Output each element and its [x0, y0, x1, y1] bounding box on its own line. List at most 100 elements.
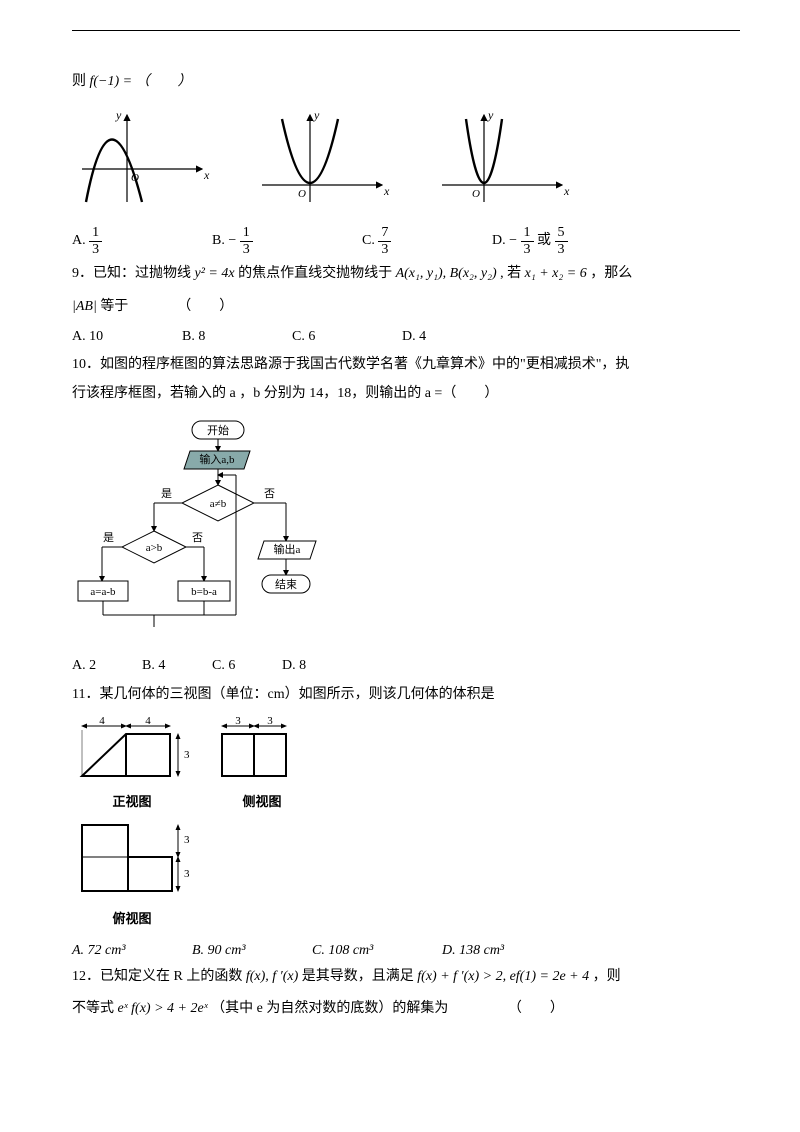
q8-D-sign: − [509, 234, 517, 249]
q10-optD: D. 8 [282, 655, 306, 677]
q11-text: 11．某几何体的三视图（单位：cm）如图所示，则该几何体的体积是 [72, 684, 740, 706]
q8-optC: C. 73 [362, 225, 492, 257]
q9-pts: A(x₁, y₁), B(x₂, y₂) [396, 266, 497, 281]
q9-para: y² = 4x [195, 266, 235, 281]
q8-A-num: 1 [89, 225, 102, 241]
q10-optB: B. 4 [142, 655, 212, 677]
q8-graph-1: x y O [72, 107, 212, 207]
q10-optC: C. 6 [212, 655, 282, 677]
q11-side-view: 3 3 [212, 716, 312, 788]
svg-text:y: y [487, 108, 494, 122]
q11-optA: A. 72 cm³ [72, 943, 126, 958]
q12-l2b: （其中 e 为自然对数的底数）的解集为 （ ） [211, 1001, 564, 1016]
q8-optD: D. − 13 或 53 [492, 225, 568, 257]
svg-text:x: x [563, 184, 570, 198]
q11-optB: B. 90 cm³ [192, 943, 246, 958]
q10-line2: 行该程序框图，若输入的 a ，b 分别为 14，18，则输出的 a =（ ） [72, 383, 740, 405]
flow-output: 输出a [274, 542, 301, 556]
q8-optC-label: C. [362, 234, 375, 249]
q9-cond: x₁ + x₂ = 6 [525, 266, 587, 281]
q10-options: A. 2 B. 4 C. 6 D. 8 [72, 655, 740, 677]
q9-line2: |AB| 等于 （ ） [72, 296, 740, 318]
flow-start: 开始 [207, 423, 229, 437]
q9-line1: 9．已知：过抛物线 y² = 4x 的焦点作直线交抛物线于 A(x₁, y₁),… [72, 263, 740, 285]
dim-t3b: 3 [184, 868, 190, 880]
flow-no-2: 否 [192, 532, 203, 544]
q11-front-view: 4 4 3 [72, 716, 192, 788]
q9-l2b: 等于 （ ） [100, 299, 233, 314]
q11-views: 4 4 3 正视图 3 3 [72, 716, 740, 930]
q12-t1: ，则 [593, 969, 621, 984]
q9-optA: A. 10 [72, 326, 182, 348]
q8-D-n2: 5 [555, 225, 568, 241]
q9-m1: 的焦点作直线交抛物线于 [238, 266, 396, 281]
q8-B-den: 3 [240, 242, 253, 257]
q12-line1: 12．已知定义在 R 上的函数 f(x), f ′(x) 是其导数，且满足 f(… [72, 966, 740, 988]
q8-A-den: 3 [89, 242, 102, 257]
q8-C-den: 3 [378, 242, 391, 257]
q9-optC: C. 6 [292, 326, 402, 348]
flow-no-1: 否 [264, 488, 275, 500]
q8-optA-label: A. [72, 234, 86, 249]
q9-m2: , 若 [500, 266, 525, 281]
flow-cond2: a>b [146, 542, 163, 554]
q8-optA: A. 13 [72, 225, 212, 257]
flow-box-b: b=b-a [191, 586, 217, 598]
q12-fns: f(x), f ′(x) [246, 969, 298, 984]
q12-cond1: f(x) + f ′(x) > 2, ef(1) = 2e + 4 [417, 969, 589, 984]
q8-C-num: 7 [378, 225, 391, 241]
q9-optD: D. 4 [402, 326, 426, 348]
q8-prefix: 则 [72, 74, 90, 89]
q12-m1: 是其导数，且满足 [302, 969, 418, 984]
q8-D-d1: 3 [521, 242, 534, 257]
svg-text:x: x [203, 168, 210, 182]
q12-ineq: eˣ f(x) > 4 + 2eˣ [118, 1001, 208, 1016]
q11-optC: C. 108 cm³ [312, 943, 373, 958]
q8-D-n1: 1 [521, 225, 534, 241]
svg-text:O: O [472, 188, 480, 200]
label-front: 正视图 [72, 792, 192, 813]
q8-optD-label: D. [492, 234, 506, 249]
q11-optD: D. 138 cm³ [442, 943, 504, 958]
dim-3a: 3 [235, 716, 241, 727]
q9-m3: ，那么 [590, 266, 632, 281]
q8-B-num: 1 [240, 225, 253, 241]
page-top-rule [72, 30, 740, 31]
q10-optA: A. 2 [72, 655, 142, 677]
svg-text:x: x [383, 184, 390, 198]
q8-graphs: x y O x y O x y O [72, 107, 740, 207]
flow-yes-2: 是 [103, 531, 114, 544]
q11-options: A. 72 cm³ B. 90 cm³ C. 108 cm³ D. 138 cm… [72, 940, 740, 962]
flow-yes-1: 是 [161, 487, 172, 500]
flow-end: 结束 [275, 578, 297, 591]
q9-options: A. 10 B. 8 C. 6 D. 4 [72, 326, 740, 348]
q10-line1: 10．如图的程序框图的算法思路源于我国古代数学名著《九章算术》中的"更相减损术"… [72, 354, 740, 376]
q8-graph-3: x y O [432, 107, 572, 207]
svg-text:O: O [298, 188, 306, 200]
dim-h3a: 3 [184, 749, 190, 761]
label-side: 侧视图 [212, 792, 312, 813]
q10-flowchart: 开始 输入a,b a≠b 是 否 a>b 是 否 a=a-b b=b-a 输出a… [72, 415, 740, 645]
flow-cond1: a≠b [210, 498, 227, 510]
dim-t3a: 3 [184, 834, 190, 846]
q8-graph-2: x y O [252, 107, 392, 207]
dim-4b: 4 [145, 716, 151, 727]
q8-stem: 则 f(−1) = （ ） [72, 71, 740, 93]
q8-B-sign: − [228, 234, 236, 249]
dim-3b: 3 [267, 716, 273, 727]
q12-line2: 不等式 eˣ f(x) > 4 + 2eˣ （其中 e 为自然对数的底数）的解集… [72, 998, 740, 1020]
label-top: 俯视图 [72, 909, 192, 930]
flow-input: 输入a,b [199, 452, 235, 466]
q8-optB-label: B. [212, 234, 225, 249]
q9-pre: 9．已知：过抛物线 [72, 266, 195, 281]
q9-ab: |AB| [72, 299, 97, 314]
q8-optB: B. − 13 [212, 225, 362, 257]
q8-expr: f(−1) = （ ） [90, 74, 192, 89]
q11-top-view: 3 3 [72, 819, 192, 905]
svg-text:y: y [313, 108, 320, 122]
q9-optB: B. 8 [182, 326, 292, 348]
flow-box-a: a=a-b [90, 586, 116, 598]
q12-pre: 12．已知定义在 R 上的函数 [72, 969, 246, 984]
q12-l2a: 不等式 [72, 1001, 118, 1016]
svg-text:y: y [115, 108, 122, 122]
